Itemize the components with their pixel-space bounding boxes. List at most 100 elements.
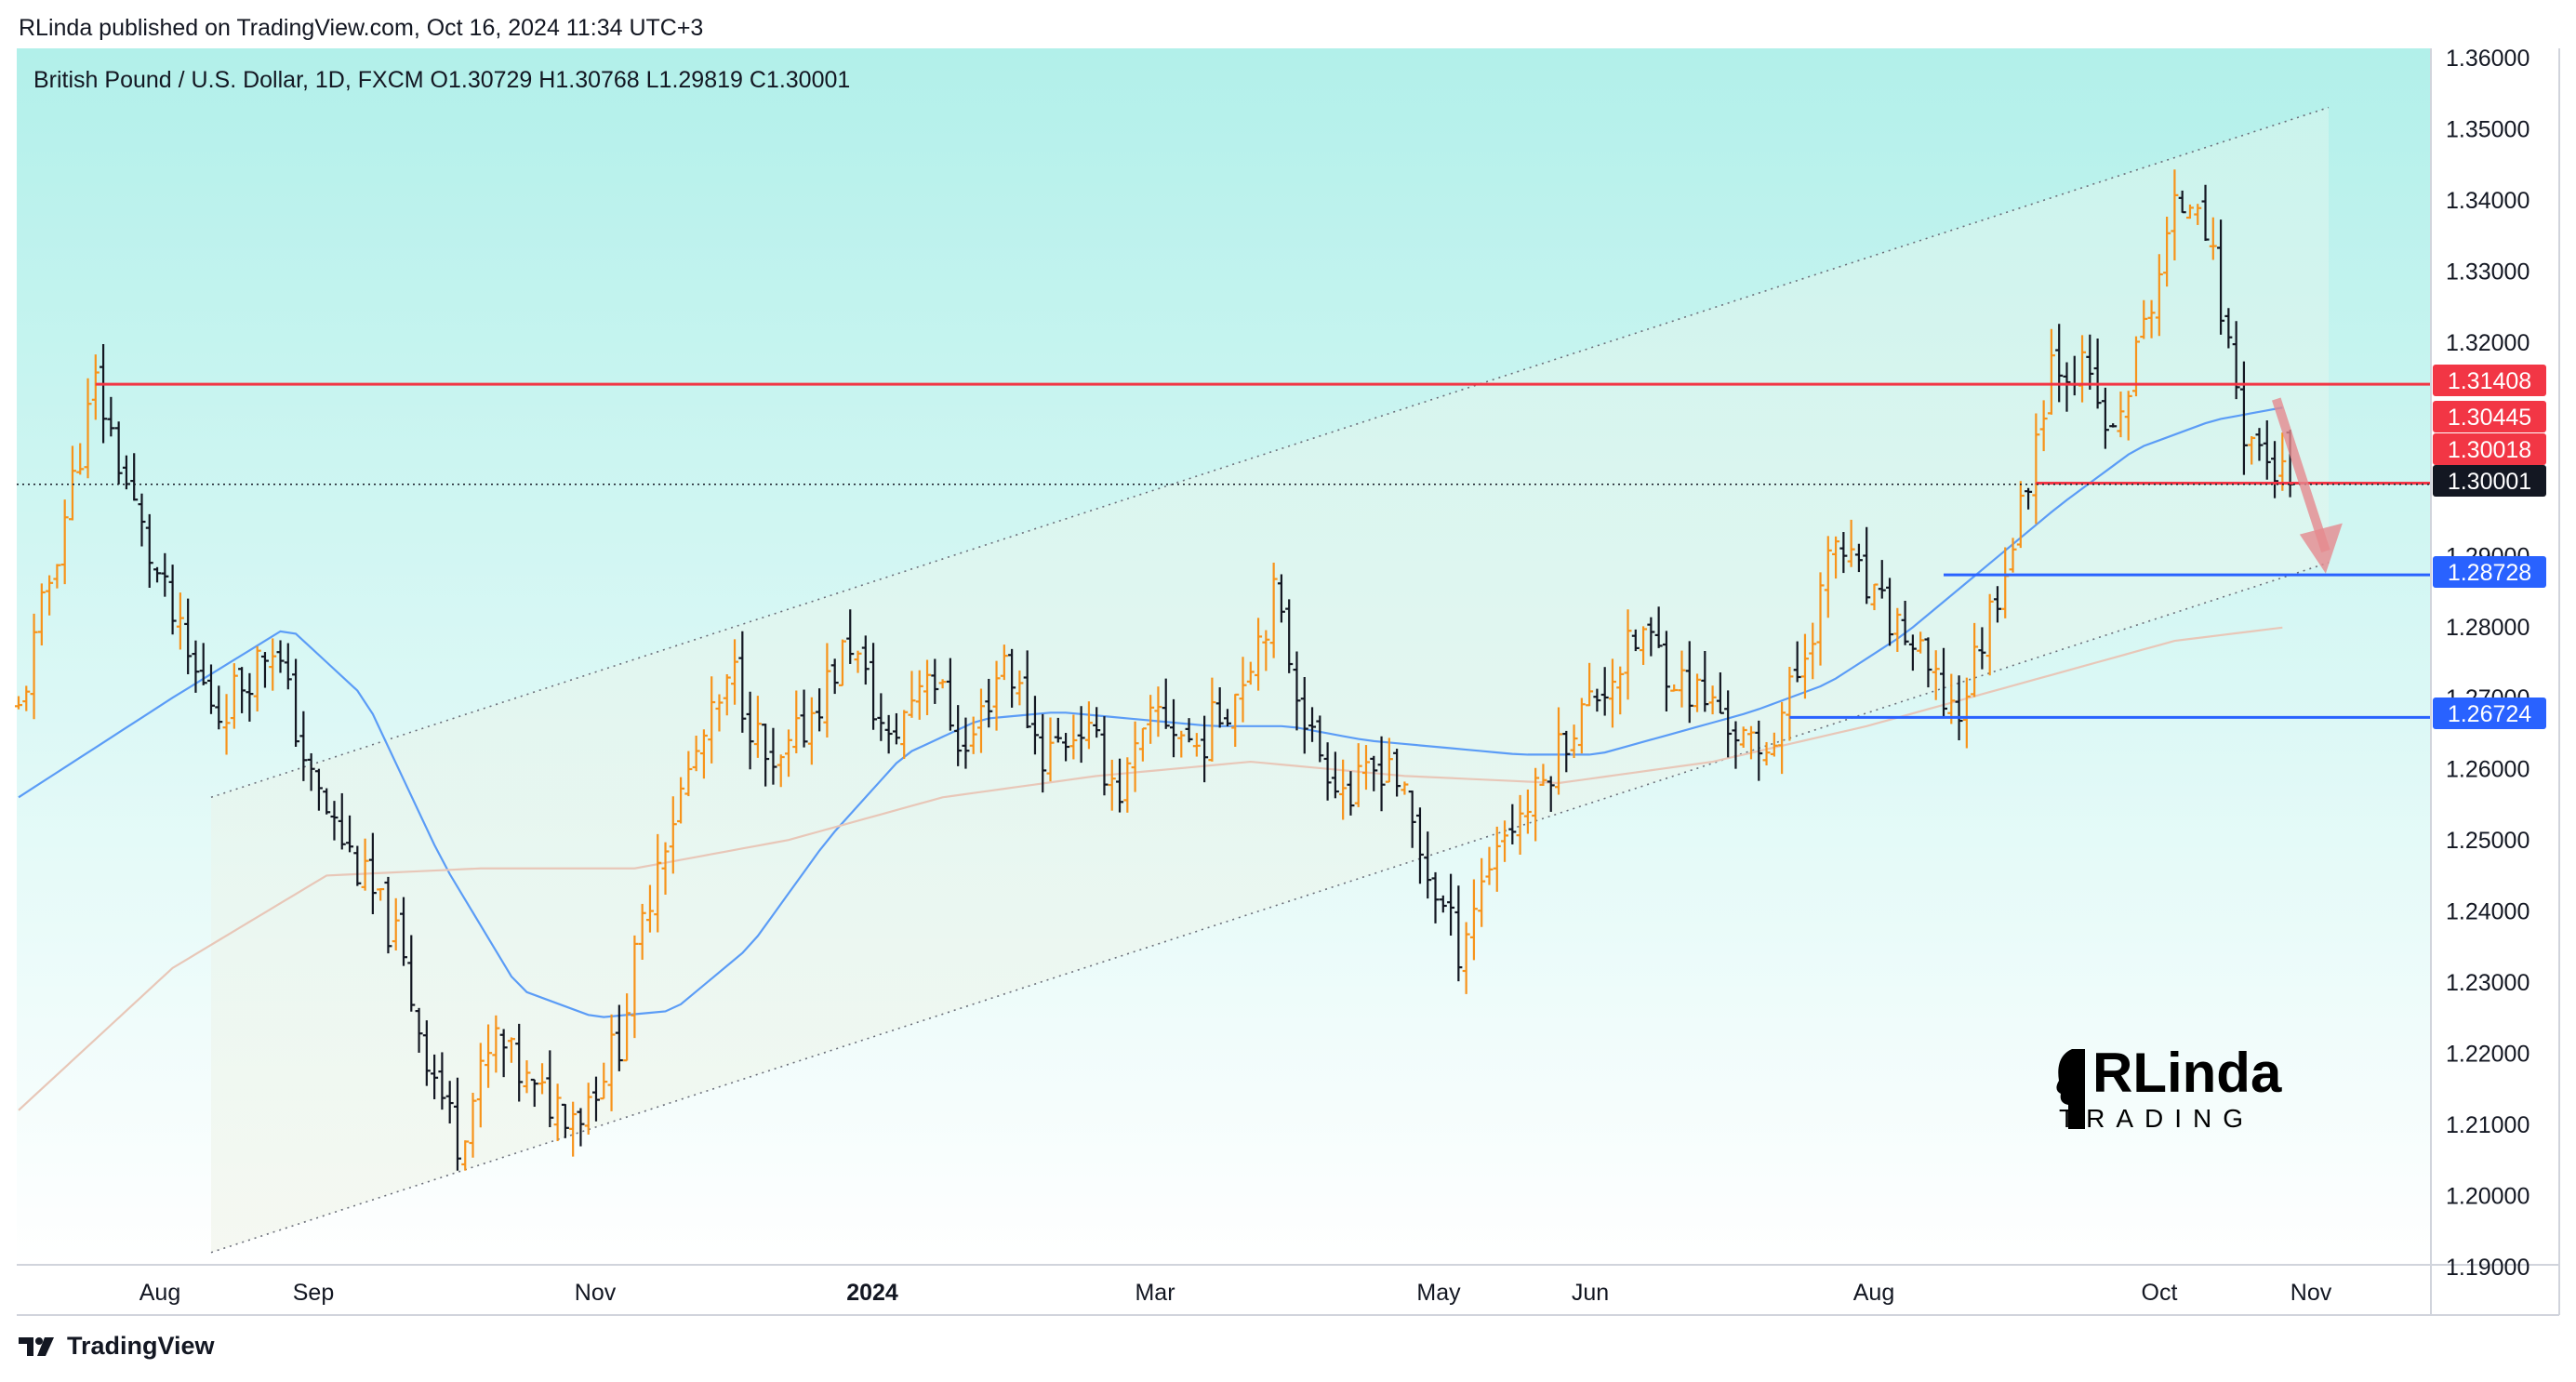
ohlc-bar bbox=[762, 724, 770, 787]
ohlc-bar bbox=[2278, 432, 2287, 491]
ohlc-bar bbox=[746, 691, 754, 770]
publisher-line: RLinda published on TradingView.com, Oct… bbox=[19, 15, 704, 41]
ohlc-bar bbox=[1331, 751, 1339, 799]
ohlc-bar bbox=[1201, 715, 1209, 783]
ohlc-bar bbox=[1185, 718, 1193, 743]
ohlc-bar bbox=[1532, 767, 1540, 842]
ohlc-bar bbox=[938, 679, 947, 689]
ohlc-bar bbox=[1401, 781, 1409, 795]
ohlc-bar bbox=[1523, 789, 1532, 834]
price-label-box bbox=[2433, 365, 2546, 396]
ohlc-bar bbox=[900, 710, 909, 760]
ohlc-bar bbox=[260, 652, 269, 688]
price-label: 1.30001 bbox=[2448, 469, 2531, 495]
ohlc-bar bbox=[1962, 677, 1971, 749]
ohlc-bar bbox=[1747, 725, 1755, 760]
ohlc-bar bbox=[1277, 574, 1285, 623]
ohlc-bar bbox=[600, 1062, 608, 1100]
y-tick-label: 1.19000 bbox=[2446, 1255, 2530, 1281]
ohlc-bar bbox=[431, 1054, 439, 1099]
ohlc-bar bbox=[1770, 732, 1778, 757]
ohlc-bar bbox=[592, 1076, 600, 1122]
ohlc-bar bbox=[1616, 666, 1625, 715]
ohlc-bar bbox=[569, 1101, 578, 1157]
tradingview-footer[interactable]: TradingView bbox=[19, 1332, 215, 1361]
ohlc-bar bbox=[1192, 733, 1201, 757]
ohlc-bar bbox=[1708, 685, 1717, 715]
ohlc-bar bbox=[785, 729, 792, 777]
channel-lower-line bbox=[210, 562, 2330, 1254]
ohlc-bar bbox=[792, 690, 801, 753]
ohlc-bar bbox=[37, 583, 46, 646]
ohlc-bar bbox=[1847, 519, 1855, 567]
ohlc-bar bbox=[538, 1063, 547, 1095]
ohlc-bar bbox=[2178, 190, 2186, 214]
x-tick-label: Aug bbox=[1853, 1280, 1894, 1306]
ohlc-bar bbox=[361, 838, 369, 891]
ohlc-bar bbox=[2155, 254, 2163, 337]
ohlc-bar bbox=[1886, 578, 1894, 646]
ohlc-bar bbox=[415, 1007, 423, 1053]
ohlc-bar bbox=[692, 736, 700, 772]
symbol-ohlc-legend[interactable]: British Pound / U.S. Dollar, 1D, FXCM O1… bbox=[33, 67, 851, 93]
ohlc-bar bbox=[1285, 599, 1294, 673]
ohlc-bar bbox=[1547, 776, 1555, 812]
ohlc-bar bbox=[1917, 631, 1925, 654]
ohlc-bar bbox=[2185, 204, 2194, 219]
ohlc-bar bbox=[1462, 922, 1470, 994]
ohlc-bar bbox=[1786, 666, 1794, 741]
ohlc-bar bbox=[1947, 673, 1956, 724]
y-tick-label: 1.21000 bbox=[2446, 1112, 2530, 1138]
ohlc-bar bbox=[461, 1140, 470, 1171]
ohlc-bar bbox=[2047, 328, 2055, 415]
ohlc-bar bbox=[777, 754, 785, 788]
ohlc-bar bbox=[276, 640, 285, 673]
ohlc-bar bbox=[2201, 184, 2210, 241]
ohlc-bar bbox=[15, 696, 22, 710]
ohlc-bar bbox=[877, 693, 885, 741]
ohlc-bar bbox=[222, 694, 231, 755]
ohlc-bar bbox=[1000, 644, 1008, 681]
ohlc-bar bbox=[870, 643, 878, 730]
ohlc-bar bbox=[1208, 677, 1216, 762]
moving-average-slow bbox=[18, 626, 2283, 1111]
ohlc-bar bbox=[445, 1081, 454, 1123]
ohlc-bar bbox=[192, 640, 200, 693]
ohlc-bar bbox=[669, 796, 677, 874]
ohlc-bar bbox=[1300, 676, 1308, 754]
ohlc-bar bbox=[230, 663, 238, 729]
ohlc-bar bbox=[22, 685, 31, 711]
ohlc-bar bbox=[2025, 487, 2033, 510]
ohlc-bar bbox=[623, 993, 631, 1062]
ohlc-bar bbox=[1077, 706, 1085, 764]
ohlc-bar bbox=[1908, 634, 1917, 671]
y-tick-label: 1.34000 bbox=[2446, 188, 2530, 214]
ohlc-bar bbox=[1262, 630, 1270, 671]
ohlc-bar bbox=[1469, 879, 1478, 961]
ohlc-bar bbox=[884, 714, 893, 754]
ohlc-bar bbox=[2117, 392, 2125, 438]
ohlc-bar bbox=[1493, 826, 1501, 892]
ohlc-bar bbox=[915, 670, 923, 720]
ohlc-bar bbox=[1732, 721, 1740, 769]
ohlc-bar bbox=[1362, 745, 1370, 791]
y-tick-label: 1.26000 bbox=[2446, 757, 2530, 783]
ohlc-bar bbox=[1424, 831, 1432, 899]
x-tick-label: Nov bbox=[2291, 1280, 2332, 1306]
y-tick-label: 1.23000 bbox=[2446, 970, 2530, 996]
x-tick-label: Aug bbox=[139, 1280, 180, 1306]
ohlc-bar bbox=[153, 566, 162, 583]
ohlc-bar bbox=[561, 1103, 569, 1138]
ohlc-bar bbox=[1854, 543, 1863, 573]
ohlc-bar bbox=[2263, 419, 2271, 480]
ohlc-bar bbox=[1447, 873, 1455, 936]
ohlc-bar bbox=[1778, 701, 1786, 775]
projection-arrow-head bbox=[2299, 523, 2343, 574]
ohlc-bar bbox=[2132, 336, 2140, 397]
ohlc-bar bbox=[284, 643, 292, 690]
ohlc-bar bbox=[846, 609, 855, 664]
ohlc-bar bbox=[854, 650, 862, 673]
x-tick-label: Sep bbox=[293, 1280, 334, 1306]
ohlc-bar bbox=[377, 887, 385, 901]
